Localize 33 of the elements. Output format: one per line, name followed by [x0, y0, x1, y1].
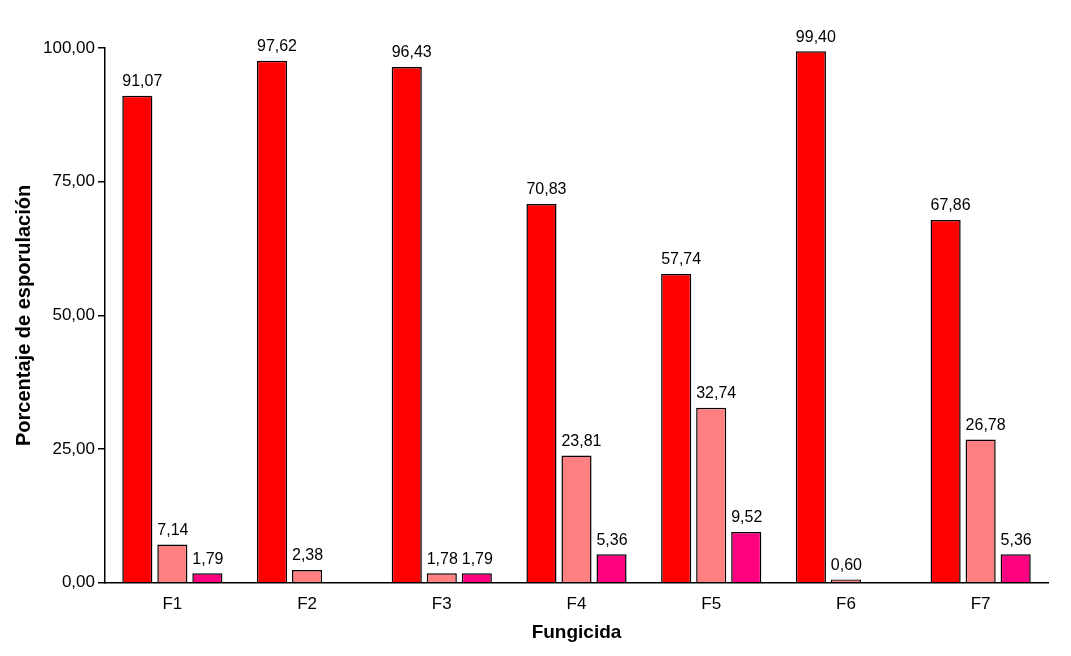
y-tick-label: 25,00 — [52, 438, 95, 458]
x-tick-label: F3 — [431, 593, 452, 613]
x-tick-label: F6 — [836, 593, 856, 613]
y-tick-label: 100,00 — [43, 37, 95, 57]
data-label: 96,43 — [391, 43, 432, 61]
data-label: 5,36 — [1000, 530, 1032, 548]
data-label: 99,40 — [795, 27, 836, 45]
data-label: 32,74 — [696, 384, 737, 402]
x-tick-label: F2 — [297, 593, 317, 613]
data-label: 67,86 — [930, 196, 971, 214]
data-label: 91,07 — [122, 72, 163, 90]
data-label: 57,74 — [661, 250, 702, 268]
y-tick-label: 75,00 — [52, 171, 95, 191]
y-tick-label: 50,00 — [52, 305, 95, 325]
x-tick-label: F7 — [970, 593, 991, 613]
data-label: 7,14 — [157, 521, 189, 539]
data-label: 26,78 — [965, 415, 1006, 433]
x-axis-title: Fungicida — [531, 620, 622, 642]
data-label: 9,52 — [731, 508, 763, 526]
data-label: 1,79 — [461, 549, 493, 567]
x-tick-label: F1 — [162, 593, 183, 613]
data-label: 5,36 — [596, 530, 628, 548]
data-label: 23,81 — [561, 431, 602, 449]
data-label: 1,79 — [192, 549, 224, 567]
y-axis-title: Porcentaje de esporulación — [11, 184, 34, 446]
data-label: 97,62 — [256, 37, 298, 55]
x-tick-label: F4 — [566, 593, 587, 613]
x-tick-label: F5 — [701, 593, 722, 613]
y-tick-label: 0,00 — [61, 572, 95, 592]
data-label: 70,83 — [526, 180, 567, 198]
data-label: 0,60 — [830, 556, 863, 573]
data-label: 2,38 — [292, 546, 324, 564]
data-label: 1,78 — [426, 549, 458, 567]
